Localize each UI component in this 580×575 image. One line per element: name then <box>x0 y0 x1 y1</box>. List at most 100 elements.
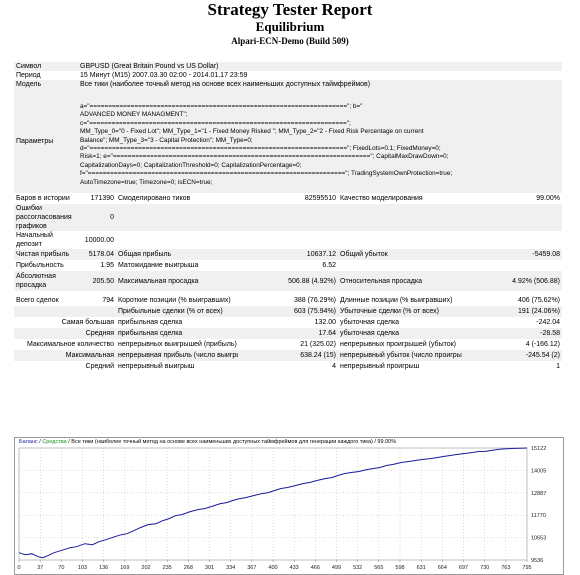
params-line: ADVANCED MONEY MANAGMENT"; <box>80 111 188 119</box>
params-line: d="=====================================… <box>80 145 441 152</box>
x-tick-label: 334 <box>226 565 235 571</box>
x-tick-label: 433 <box>290 565 299 571</box>
maxcons-loss-label: непрерывный убыток (число проигрышей) <box>338 350 462 361</box>
ticks-label: Смоделировано тиков <box>118 195 191 202</box>
expected-value: 6.52 <box>322 262 336 269</box>
absdd-value: 205.50 <box>78 271 116 291</box>
avgcons-losses-label: непрерывный проигрыш <box>340 363 420 370</box>
x-tick-label: 0 <box>17 565 20 571</box>
x-tick-label: 70 <box>58 565 64 571</box>
bars-label: Баров в истории <box>16 195 70 202</box>
x-tick-label: 565 <box>374 565 383 571</box>
pf-label: Прибыльность <box>16 262 64 269</box>
params-value: a="=====================================… <box>78 89 562 193</box>
balance-line <box>18 447 528 559</box>
maxcons-wins-value: 21 (325.02) <box>300 341 336 348</box>
x-tick-label: 169 <box>120 565 129 571</box>
y-tick-label: 14005 <box>531 468 546 474</box>
quality-label: Качество моделирования <box>340 195 423 202</box>
x-tick-label: 598 <box>395 565 404 571</box>
reldd-value: 4.92% (506.88) <box>462 271 562 291</box>
server-build: Alpari-ECN-Demo (Build 509) <box>231 36 349 46</box>
x-tick-label: 532 <box>353 565 362 571</box>
average-prefix: Средняя <box>14 328 116 339</box>
model-value: Все тики (наиболее точный метод на основ… <box>78 80 562 89</box>
maxcons-losses-value: 4 (-166.12) <box>525 341 560 348</box>
short-value: 388 (76.29%) <box>293 297 336 304</box>
parameters-row: Параметры a="===========================… <box>14 89 562 193</box>
symbol-label: Символ <box>14 62 78 71</box>
maxdd-label: Максимальная просадка <box>116 271 238 291</box>
long-label: Длинные позиции (% выигравших) <box>340 297 453 304</box>
maxdd-value: 506.88 (4.92%) <box>238 271 338 291</box>
period-value: 15 Минут (M15) 2007.03.30 02:00 - 2014.0… <box>80 72 248 79</box>
params-line: AutoTimezone=true; Timezone=0; isECN=tru… <box>80 178 213 186</box>
legend-separator: / <box>37 439 43 445</box>
average-loss-value: -28.58 <box>462 328 562 339</box>
x-tick-label: 631 <box>417 565 426 571</box>
deposit-label: Начальный депозит <box>16 232 53 248</box>
average-profit-value: 17.64 <box>238 328 338 339</box>
maxcons-profit-value: 638.24 (15) <box>238 350 338 361</box>
profit-trades-label: Прибыльные сделки (% от всех) <box>116 306 238 317</box>
avgcons-wins-label: непрерывный выигрыш <box>118 363 195 370</box>
largest-profit-value: 132.00 <box>314 319 336 326</box>
y-tick-label: 9536 <box>531 558 543 564</box>
x-tick-label: 499 <box>332 565 341 571</box>
x-tick-label: 367 <box>247 565 256 571</box>
params-line: CapitalizationDays=0; CapitalizationThre… <box>80 161 302 169</box>
netprofit-value: 5178.04 <box>78 249 116 260</box>
grossprofit-value: 10637.12 <box>238 249 338 260</box>
params-line: f="=====================================… <box>80 170 453 178</box>
chart-canvas: 0 37 70 103 136 169 202 235 268 301 334 367 400 433 46… <box>17 446 546 571</box>
largest-loss-label: убыточная сделка <box>340 319 400 326</box>
y-tick-label: 11770 <box>531 513 546 519</box>
maxcount-prefix: Максимальное количество <box>26 341 114 348</box>
legend-balance: Баланс <box>19 439 38 445</box>
grossloss-value: -5459.08 <box>462 249 562 260</box>
maximal-prefix: Максимальная <box>14 350 116 361</box>
x-tick-label: 103 <box>78 565 87 571</box>
report-title: Strategy Tester Report <box>207 0 373 19</box>
avgcons-prefix: Средний <box>85 363 114 370</box>
params-line: Balance"; MM_Type_3="3 - Capital Protect… <box>80 136 253 144</box>
symbol-value: GBPUSD (Great Britain Pound vs US Dollar… <box>78 62 562 71</box>
model-label: Модель <box>14 80 78 89</box>
x-tick-label: 697 <box>459 565 468 571</box>
short-label: Короткие позиции (% выигравших) <box>118 297 231 304</box>
x-tick-label: 795 <box>522 565 531 571</box>
x-tick-label: 301 <box>205 565 214 571</box>
params-label: Параметры <box>14 89 78 193</box>
deposit-value: 10000.00 <box>84 236 114 244</box>
maxcons-profit-label: непрерывная прибыль (число выигрышей) <box>116 350 238 361</box>
absdd-label: Абсолютная просадка <box>14 271 78 291</box>
expected-label: Матожидание выигрыша <box>118 262 199 269</box>
largest-profit-label: прибыльная сделка <box>118 319 183 326</box>
params-line: a="=====================================… <box>80 102 363 110</box>
legend-equity: Средства <box>42 439 67 445</box>
mismatch-value: 0 <box>78 204 116 231</box>
pf-value: 1.95 <box>100 262 114 269</box>
maxcons-losses-label: непрерывных проигрышей (убыток) <box>340 341 457 348</box>
x-tick-label: 763 <box>501 565 510 571</box>
average-loss-label: убыточная сделка <box>338 328 462 339</box>
x-tick-label: 466 <box>311 565 320 571</box>
grossloss-label: Общий убыток <box>338 249 462 260</box>
quality-value: 99.00% <box>536 195 560 202</box>
profit-trades-value: 603 (75.94%) <box>238 306 338 317</box>
x-tick-label: 730 <box>480 565 489 571</box>
x-tick-label: 202 <box>141 565 150 571</box>
y-tick-label: 15122 <box>531 446 546 452</box>
loss-trades-label: Убыточные сделки (% от всех) <box>338 306 462 317</box>
x-tick-label: 136 <box>99 565 108 571</box>
maxcons-wins-label: непрерывных выигрышей (прибыль) <box>118 341 237 348</box>
report-table: Символ GBPUSD (Great Britain Pound vs US… <box>14 62 562 372</box>
x-tick-label: 235 <box>163 565 172 571</box>
ticks-value: 82595510 <box>304 195 336 202</box>
grossprofit-label: Общая прибыль <box>116 249 238 260</box>
params-line: MM_Type_0="0 - Fixed Lot"; MM_Type_1="1 … <box>80 128 424 136</box>
avgcons-losses-value: 1 <box>556 363 560 370</box>
x-tick-label: 400 <box>268 565 277 571</box>
avgcons-wins-value: 4 <box>332 363 336 370</box>
total-label: Всего сделок <box>16 297 59 304</box>
